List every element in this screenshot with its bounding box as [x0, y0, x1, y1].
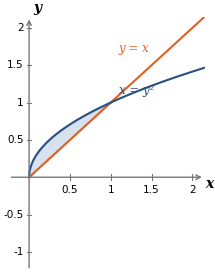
Text: 1.5: 1.5 — [143, 185, 160, 195]
Text: 1: 1 — [108, 185, 114, 195]
Text: -1: -1 — [14, 247, 24, 257]
Text: y = x: y = x — [119, 42, 150, 55]
Text: 0.5: 0.5 — [8, 135, 24, 145]
Text: -0.5: -0.5 — [4, 210, 24, 220]
Text: y: y — [33, 1, 41, 15]
Text: x = y²: x = y² — [119, 84, 154, 97]
Text: 2: 2 — [17, 23, 24, 33]
Text: 0.5: 0.5 — [62, 185, 78, 195]
Text: 1: 1 — [17, 98, 24, 107]
Text: x: x — [206, 177, 214, 191]
Text: 2: 2 — [189, 185, 196, 195]
Text: 1.5: 1.5 — [7, 60, 24, 70]
